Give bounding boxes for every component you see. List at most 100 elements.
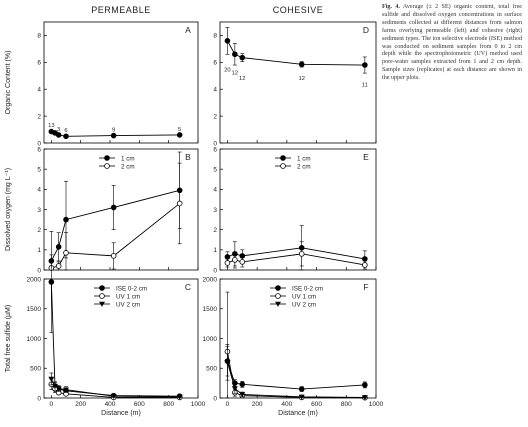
- panel-letter: E: [363, 152, 369, 162]
- y-axis-label: Total free sulfide (µM): [5, 305, 12, 372]
- legend-label: 1 cm: [121, 155, 135, 162]
- y-tick-label: 4: [213, 87, 217, 94]
- y-tick-label: 5: [213, 166, 217, 173]
- y-tick-label: 1: [213, 247, 217, 254]
- caption-text: Average (± 2 SE) organic content, total …: [382, 4, 522, 82]
- data-point: [239, 259, 246, 265]
- y-axis-label: Organic Content (%): [5, 51, 12, 115]
- data-point: [232, 51, 238, 58]
- data-point: [52, 383, 58, 389]
- data-point: [298, 61, 305, 68]
- legend-marker: [99, 293, 105, 299]
- data-point: [224, 38, 231, 44]
- data-point: [239, 392, 246, 398]
- x-tick-label: 800: [163, 401, 174, 408]
- column-title-cohesive: COHESIVE: [273, 5, 324, 15]
- data-point: [55, 263, 62, 269]
- data-point: [55, 244, 62, 250]
- panel-C: 0 500 1000 1500 2000 0 200 400 600 800 1000 Distanc…: [5, 231, 206, 417]
- series-line: [50, 189, 180, 262]
- data-point: [239, 54, 246, 61]
- legend-label: 1 cm: [297, 155, 311, 162]
- legend-label: UV 1 cm: [292, 293, 316, 300]
- y-tick-label: 2000: [203, 276, 218, 283]
- data-point: [298, 394, 305, 400]
- series-line: [51, 203, 180, 269]
- data-point: [110, 253, 117, 259]
- panel-B: 0 1 2 3 4 5 6 Dissolved oxygen (mg L⁻¹) B 1 cm2 c…: [5, 146, 199, 274]
- x-tick-label: 600: [311, 401, 322, 408]
- x-tick-label: 200: [252, 401, 263, 408]
- data-point: [63, 133, 69, 140]
- data-point: [231, 386, 238, 392]
- data-point: [239, 381, 246, 388]
- data-point: [362, 382, 368, 388]
- panel-letter: D: [363, 25, 369, 35]
- data-point: [110, 204, 117, 211]
- y-tick-label: 2: [213, 227, 217, 234]
- x-tick-label: 0: [50, 401, 54, 408]
- data-point: [298, 251, 305, 257]
- y-tick-label: 1500: [27, 306, 42, 313]
- series-line: [226, 351, 365, 399]
- sample-size-label: 9: [112, 128, 115, 134]
- panel-E: 0 1 2 3 4 5 6 E 1 cm2 cm: [213, 146, 377, 274]
- legend-marker: [275, 285, 281, 291]
- y-tick-label: 0: [37, 267, 41, 274]
- y-tick-label: 500: [30, 366, 41, 373]
- y-tick-label: 0: [213, 395, 217, 402]
- y-tick-label: 2000: [27, 276, 42, 283]
- y-tick-label: 2: [37, 113, 41, 120]
- y-tick-label: 8: [37, 33, 41, 40]
- data-point: [298, 386, 305, 392]
- series-line: [227, 40, 365, 66]
- sample-size-label: 3: [57, 127, 60, 133]
- x-tick-label: 400: [281, 401, 292, 408]
- x-tick-label: 200: [75, 401, 86, 408]
- series-line: [226, 362, 365, 398]
- plot-frame: [219, 21, 377, 144]
- legend-label: UV 2 cm: [116, 301, 140, 308]
- legend-marker: [104, 163, 110, 169]
- x-tick-label: 0: [226, 401, 230, 408]
- data-point: [224, 360, 231, 366]
- data-point: [362, 262, 368, 268]
- panel-letter: C: [185, 282, 191, 292]
- legend-marker: [104, 155, 110, 161]
- legend-label: UV 1 cm: [116, 293, 140, 300]
- y-tick-label: 2: [213, 113, 217, 120]
- data-point: [361, 395, 368, 401]
- y-tick-label: 4: [37, 87, 41, 94]
- series-line: [227, 360, 365, 390]
- data-point: [55, 386, 62, 392]
- y-tick-label: 0: [213, 267, 217, 274]
- panel-letter: B: [185, 152, 191, 162]
- y-tick-label: 6: [37, 60, 41, 67]
- y-tick-label: 1: [37, 247, 41, 254]
- legend-label: UV 2 cm: [292, 301, 316, 308]
- plot-frame: [43, 21, 199, 144]
- sample-size-label: 13: [48, 123, 54, 129]
- column-title-permeable: PERMEABLE: [91, 5, 151, 15]
- sample-size-label: 12: [239, 76, 245, 82]
- legend-marker: [280, 155, 286, 161]
- y-tick-label: 500: [206, 366, 217, 373]
- data-point: [362, 256, 368, 262]
- data-point: [110, 132, 117, 139]
- y-tick-label: 4: [213, 187, 217, 194]
- data-point: [362, 62, 368, 68]
- y-tick-label: 0: [37, 395, 41, 402]
- legend-marker: [275, 293, 281, 299]
- panel-F: 0 500 1000 1500 2000 0 200 400 600 800 1000 Distanc…: [203, 276, 384, 417]
- data-point: [176, 132, 183, 138]
- y-tick-label: 4: [37, 187, 41, 194]
- sample-size-label: 6: [64, 128, 67, 134]
- y-tick-label: 0: [213, 140, 217, 147]
- x-tick-label: 800: [341, 401, 352, 408]
- data-point: [110, 394, 117, 400]
- legend-label: 2 cm: [121, 163, 135, 170]
- legend-label: ISE 0-2 cm: [116, 285, 147, 292]
